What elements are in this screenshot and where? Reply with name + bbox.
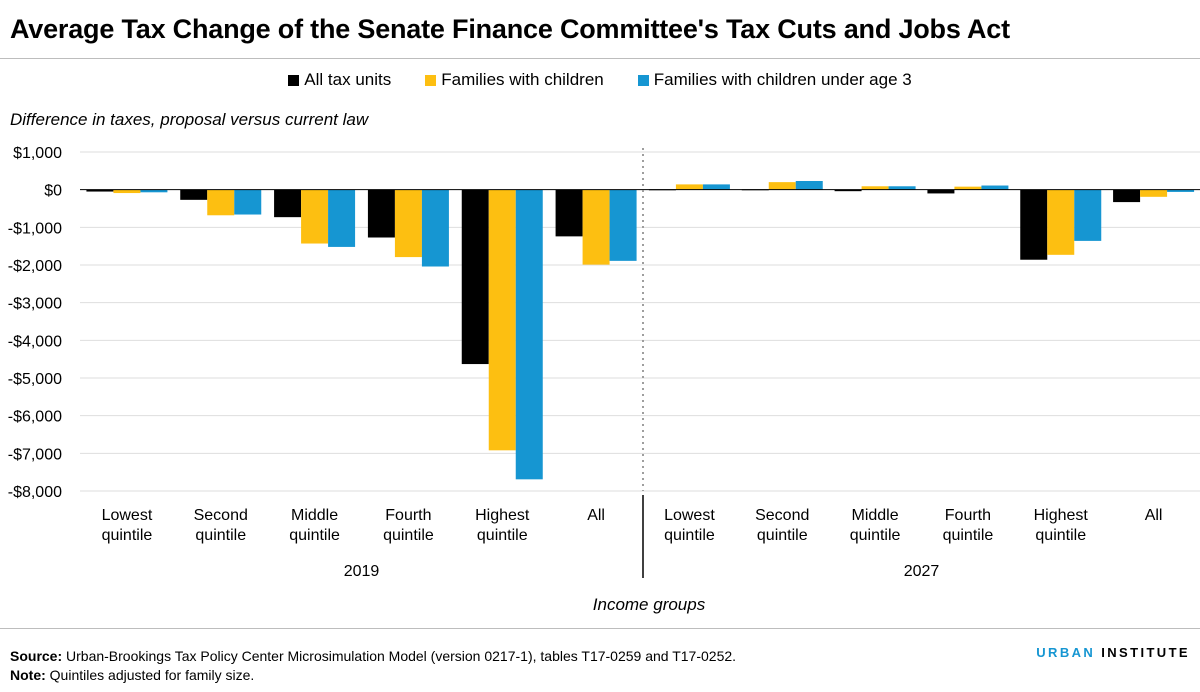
bar: [1113, 189, 1141, 203]
bar: [609, 189, 637, 261]
group-label: 2019: [344, 563, 380, 580]
title-divider: [0, 58, 1200, 59]
logo-part-institute: INSTITUTE: [1101, 645, 1190, 660]
bar-chart: $1,000 $0 -$1,000 -$2,000 -$3,000 -$4,000 -$5,…: [8, 145, 1200, 614]
x-tick-label: Fourth: [945, 507, 991, 524]
x-tick-label: Lowest: [664, 507, 715, 524]
y-tick-label: -$1,000: [8, 220, 62, 237]
bar: [207, 189, 235, 216]
legend: All tax units Families with children Fam…: [0, 70, 1200, 90]
bar: [140, 189, 168, 193]
y-tick-label: -$3,000: [8, 296, 62, 313]
x-tick-label: Second: [755, 507, 809, 524]
x-tick-label: All: [1145, 507, 1163, 524]
x-tick-label: quintile: [943, 527, 994, 544]
legend-swatch-all-tax-units: [288, 74, 300, 86]
bar: [488, 189, 516, 451]
legend-swatch-families-with-children: [425, 74, 437, 86]
y-tick-label: -$4,000: [8, 333, 62, 350]
x-tick-label: Second: [194, 507, 248, 524]
x-tick-label: quintile: [1035, 527, 1086, 544]
y-axis-label: Difference in taxes, proposal versus cur…: [10, 110, 369, 129]
x-tick-label: quintile: [664, 527, 715, 544]
bar: [702, 184, 730, 190]
bar: [461, 189, 489, 365]
bar: [86, 189, 114, 192]
bar: [834, 189, 862, 192]
legend-item-families-with-children: Families with children: [425, 70, 604, 90]
bar: [555, 189, 583, 237]
bar: [675, 184, 703, 190]
x-tick-label: Highest: [475, 507, 530, 524]
x-tick-label: quintile: [195, 527, 246, 544]
chart-title: Average Tax Change of the Senate Finance…: [10, 14, 1010, 44]
bar: [1074, 189, 1102, 241]
x-tick-label: Middle: [291, 507, 338, 524]
legend-swatch-families-under-3: [637, 74, 649, 86]
legend-label-families-under-3: Families with children under age 3: [653, 70, 912, 89]
bar: [927, 189, 955, 194]
bar: [981, 185, 1009, 190]
bar: [301, 189, 329, 244]
x-tick-label: Highest: [1034, 507, 1089, 524]
x-tick-label: quintile: [383, 527, 434, 544]
bar: [861, 186, 889, 190]
y-tick-label: $0: [44, 183, 62, 200]
urban-institute-logo: URBAN INSTITUTE: [1036, 645, 1190, 660]
source-note: Source: Urban-Brookings Tax Policy Cente…: [10, 647, 736, 685]
bar: [1047, 189, 1075, 255]
bar: [328, 189, 356, 247]
bar: [1020, 189, 1048, 260]
x-tick-label: quintile: [102, 527, 153, 544]
x-tick-label: All: [587, 507, 605, 524]
y-tick-label: -$2,000: [8, 258, 62, 275]
bar: [888, 186, 916, 190]
x-tick-label: quintile: [757, 527, 808, 544]
bar: [795, 181, 823, 190]
bar: [394, 189, 422, 258]
bar: [582, 189, 610, 265]
group-label: 2027: [904, 563, 940, 580]
bar: [234, 189, 262, 215]
legend-label-families-with-children: Families with children: [441, 70, 604, 89]
x-axis-label: Income groups: [593, 595, 706, 614]
x-tick-label: Lowest: [102, 507, 153, 524]
y-tick-label: -$7,000: [8, 446, 62, 463]
y-tick-label: -$8,000: [8, 484, 62, 501]
bar: [180, 189, 208, 200]
bar: [113, 189, 141, 194]
x-tick-label: Middle: [852, 507, 899, 524]
bar: [1140, 189, 1168, 197]
bar: [515, 189, 543, 480]
x-tick-label: Fourth: [385, 507, 431, 524]
bar: [367, 189, 395, 238]
bar: [768, 182, 796, 190]
bar: [954, 186, 982, 190]
bar: [274, 189, 302, 218]
bar: [421, 189, 449, 267]
x-tick-label: quintile: [477, 527, 528, 544]
y-tick-label: $1,000: [13, 145, 62, 162]
x-tick-label: quintile: [289, 527, 340, 544]
logo-part-urban: URBAN: [1036, 645, 1096, 660]
legend-item-all-tax-units: All tax units: [288, 70, 391, 90]
source-label: Source:: [10, 648, 63, 664]
bar: [1167, 189, 1195, 192]
note-text: Quintiles adjusted for family size.: [49, 667, 255, 683]
source-text: Urban-Brookings Tax Policy Center Micros…: [66, 648, 737, 664]
y-tick-label: -$6,000: [8, 409, 62, 426]
legend-item-families-under-3: Families with children under age 3: [637, 70, 912, 90]
legend-label-all-tax-units: All tax units: [304, 70, 392, 89]
x-tick-label: quintile: [850, 527, 901, 544]
footer-divider: [0, 628, 1200, 629]
y-tick-label: -$5,000: [8, 371, 62, 388]
note-label: Note:: [10, 667, 46, 683]
